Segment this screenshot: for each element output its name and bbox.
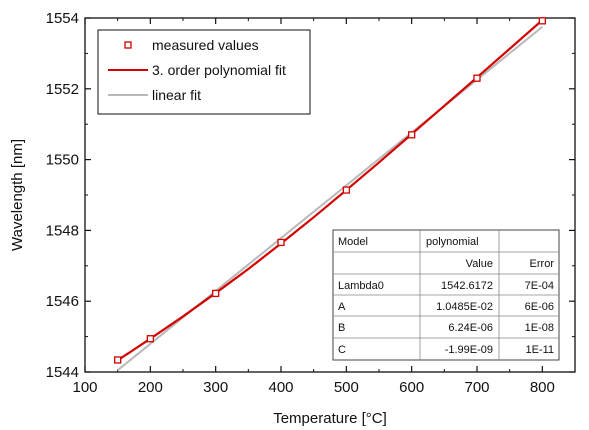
y-axis: 1544 1546 1548 1550 1552 1554 — [46, 10, 575, 381]
x-axis: 100 200 300 400 500 600 700 800 — [72, 18, 555, 396]
y-tick-label: 1554 — [46, 10, 79, 27]
legend-label-measured: measured values — [152, 37, 259, 53]
x-tick-label: 300 — [203, 379, 228, 396]
legend-label-polynomial: 3. order polynomial fit — [152, 62, 286, 78]
table-cell-error: 7E-04 — [525, 280, 554, 292]
legend-label-linear: linear fit — [152, 87, 201, 103]
y-tick-label: 1552 — [46, 81, 79, 98]
series-layer — [114, 17, 546, 372]
table-cell-value: 1542.6172 — [441, 280, 493, 292]
legend: measured values 3. order polynomial fit … — [97, 29, 311, 115]
legend-marker-measured — [124, 41, 132, 49]
table-cell-param: B — [338, 322, 345, 334]
y-tick-label: 1550 — [46, 152, 79, 169]
x-tick-label: 600 — [399, 379, 424, 396]
measured-point — [473, 74, 481, 82]
measured-point — [342, 186, 350, 194]
legend-box — [97, 29, 311, 115]
fit-parameter-table: Model polynomial Value Error Lambda0 154… — [332, 229, 560, 361]
table-cell-param: A — [338, 301, 346, 313]
table-cell-value: -1.99E-09 — [445, 344, 493, 356]
x-tick-label: 400 — [268, 379, 293, 396]
x-tick-label: 200 — [138, 379, 163, 396]
y-tick-label: 1544 — [46, 364, 79, 381]
table-cell-param: C — [338, 344, 346, 356]
table-header-model: Model — [338, 236, 368, 248]
table-cell-param: Lambda0 — [338, 280, 384, 292]
x-tick-label: 100 — [72, 379, 97, 396]
x-axis-title: Temperature [°C] — [273, 410, 387, 427]
measured-point — [114, 356, 122, 364]
y-tick-label: 1548 — [46, 222, 79, 239]
table-cell-value: 1.0485E-02 — [436, 301, 493, 313]
table-subheader-error: Error — [530, 258, 555, 270]
table-cell-error: 1E-08 — [525, 322, 554, 334]
polynomial-fit-line — [117, 19, 544, 362]
x-tick-label: 700 — [464, 379, 489, 396]
table-cell-error: 1E-11 — [525, 344, 554, 356]
measured-point — [538, 17, 546, 25]
table-cell-error: 6E-06 — [525, 301, 554, 313]
table-header-polynomial: polynomial — [426, 236, 479, 248]
measured-point — [277, 238, 285, 247]
table-cell-value: 6.24E-06 — [448, 322, 493, 334]
y-axis-title: Wavelength [nm] — [9, 139, 26, 251]
measured-point — [146, 335, 154, 343]
x-tick-label: 500 — [334, 379, 359, 396]
table-subheader-value: Value — [466, 258, 493, 270]
x-tick-label: 800 — [530, 379, 555, 396]
measured-point — [408, 131, 416, 139]
measured-point — [212, 289, 220, 298]
y-tick-label: 1546 — [46, 293, 79, 310]
